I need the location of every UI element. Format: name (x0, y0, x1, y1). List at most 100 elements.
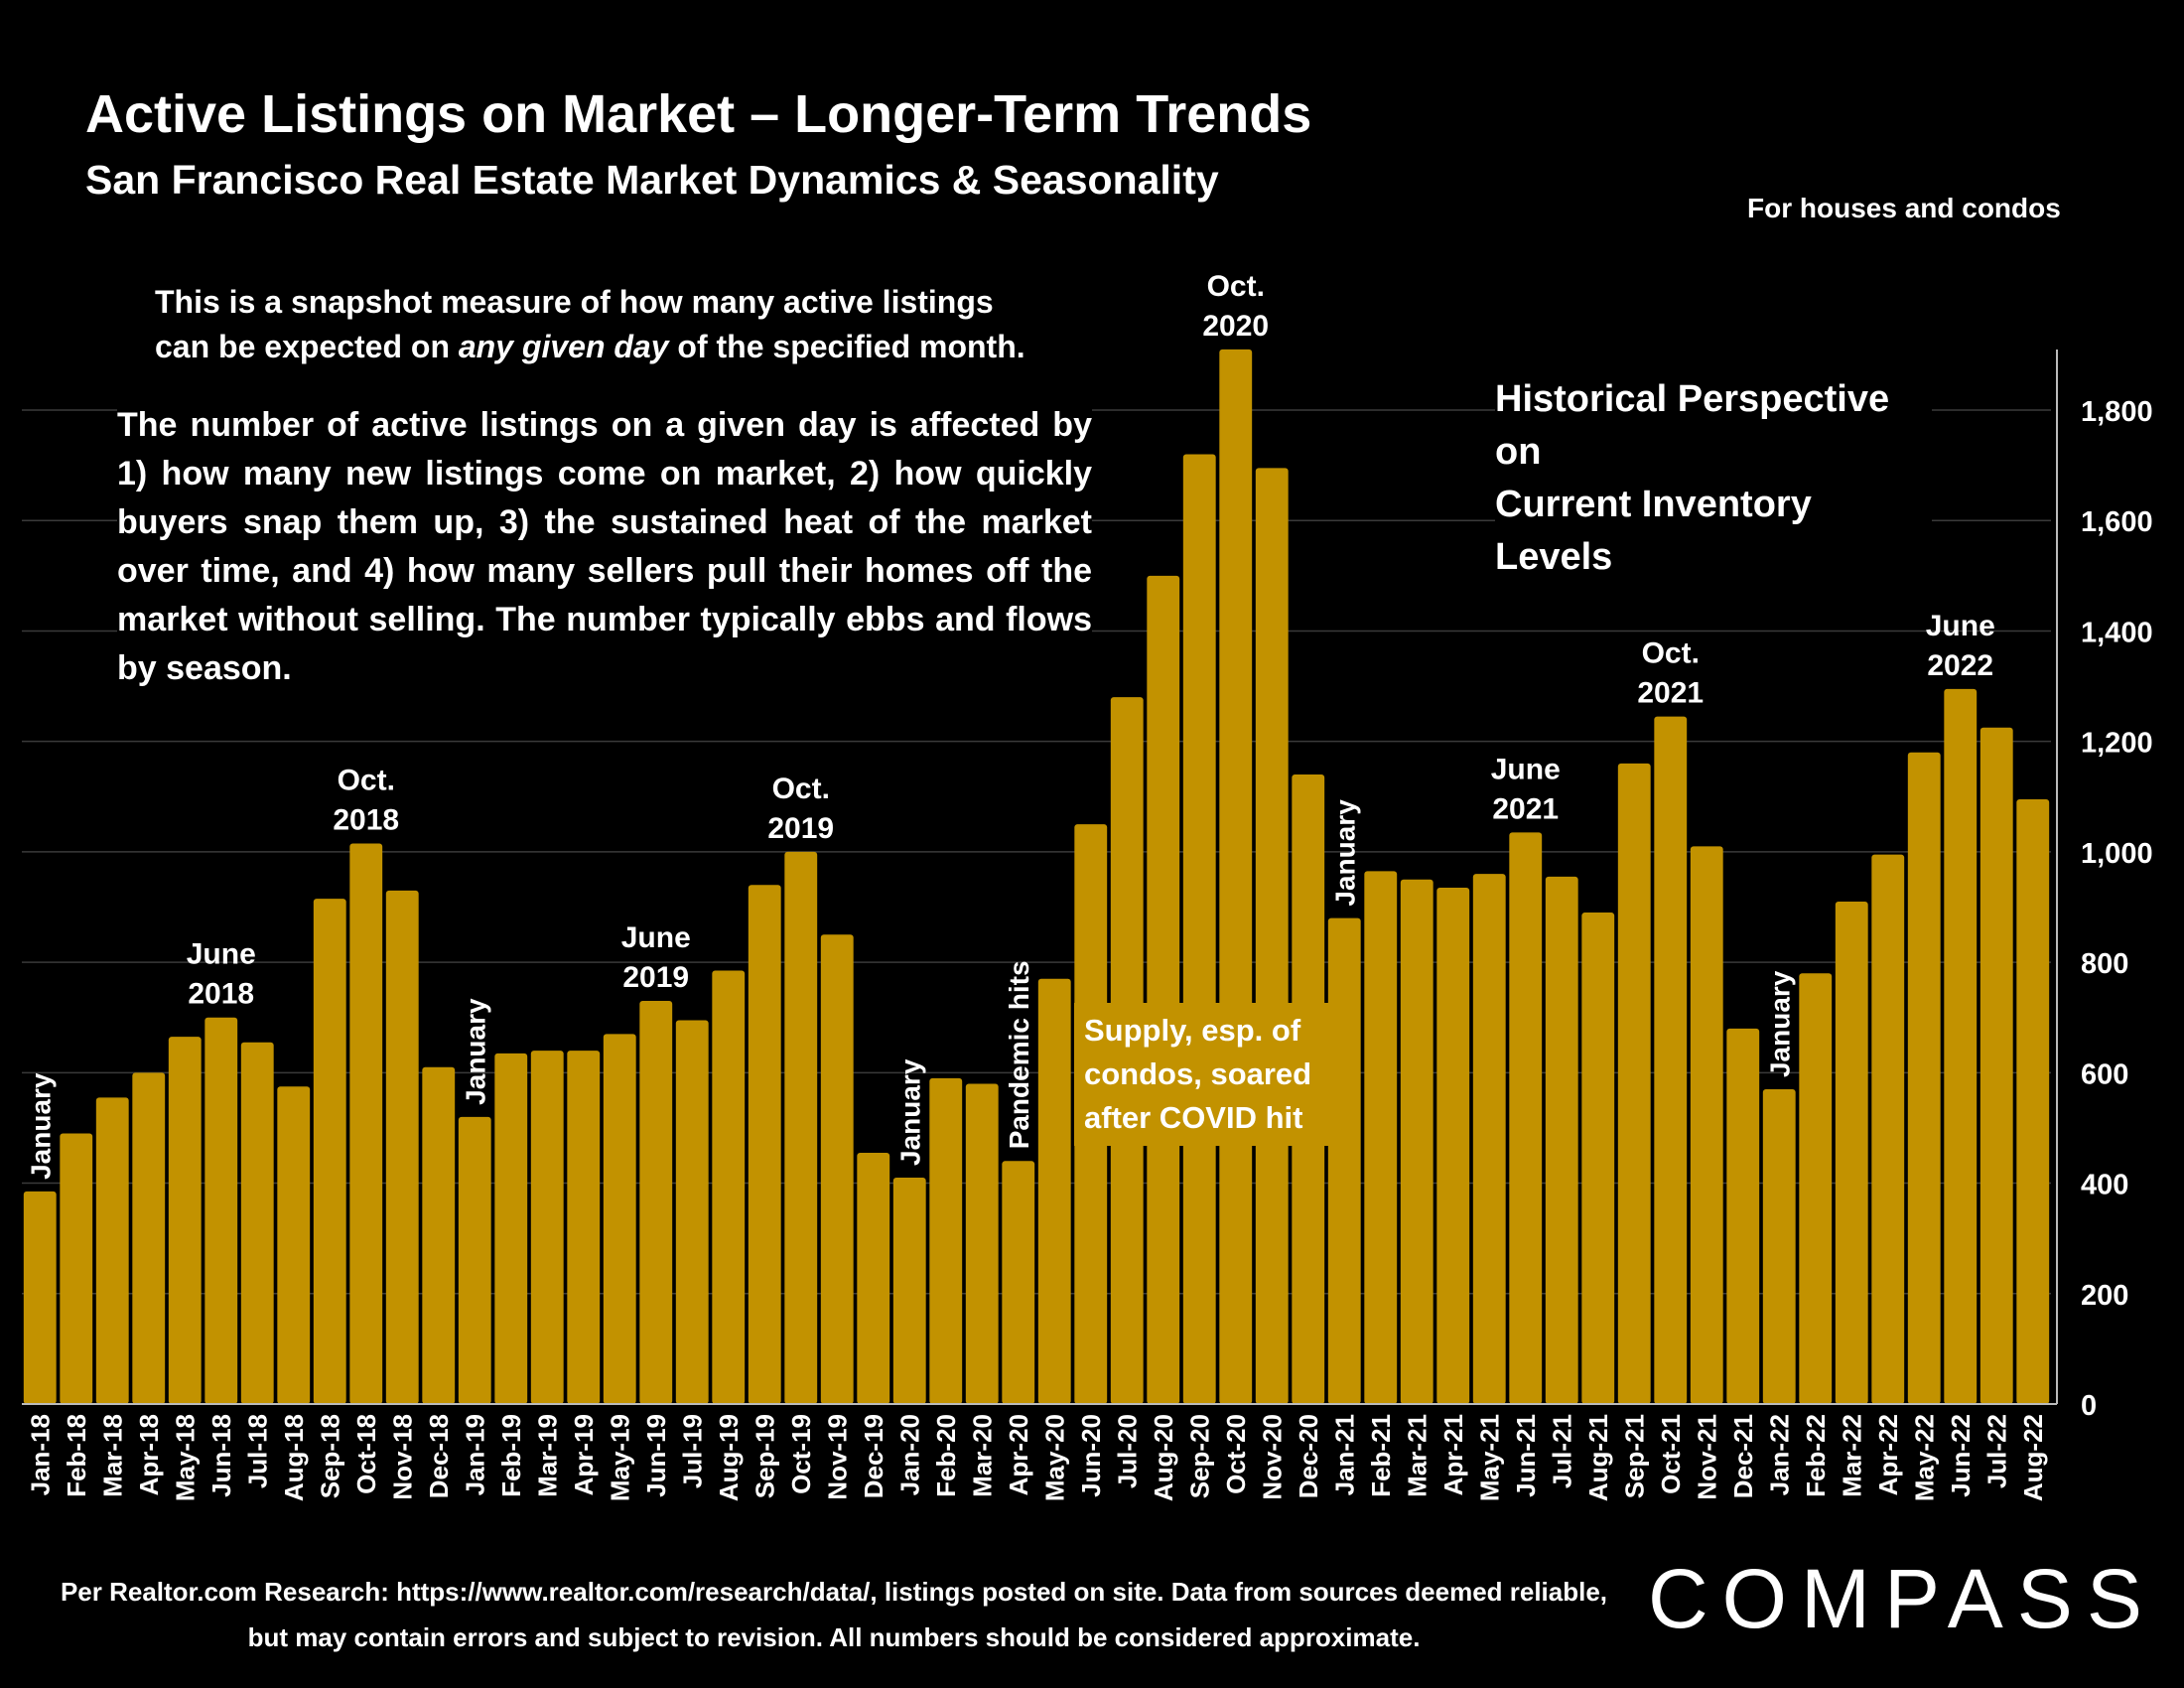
x-tick-label: Dec-20 (1294, 1414, 1323, 1498)
intro-text: This is a snapshot measure of how many a… (155, 280, 1108, 369)
chart-subtitle: San Francisco Real Estate Market Dynamic… (85, 157, 1219, 203)
annotation-label: Oct. (1642, 637, 1700, 670)
x-tick-label: Nov-21 (1692, 1414, 1721, 1500)
bar-Mar-20 (965, 1083, 999, 1404)
bar-Dec-18 (422, 1066, 456, 1404)
x-tick-label: Jun-22 (1946, 1414, 1976, 1497)
bar-Feb-20 (929, 1077, 963, 1404)
annotation-label: 2019 (622, 961, 689, 994)
bar-Sep-21 (1617, 763, 1651, 1404)
bar-Nov-20 (1255, 468, 1289, 1404)
annotation-label: 2021 (1492, 792, 1559, 825)
annotation-label: Pandemic hits (1004, 960, 1034, 1149)
x-tick-label: Jul-21 (1547, 1414, 1576, 1488)
annotation-label: June (187, 938, 256, 971)
bar-Apr-20 (1002, 1161, 1035, 1404)
x-tick-label: Mar-22 (1837, 1414, 1866, 1497)
y-tick-label: 1,000 (2081, 838, 2153, 870)
bar-Mar-19 (530, 1051, 564, 1404)
x-tick-label: Jun-19 (641, 1414, 671, 1497)
bar-Feb-18 (60, 1133, 93, 1404)
x-tick-label: Jul-20 (1112, 1414, 1142, 1488)
compass-logo: COMPASS (1648, 1552, 2156, 1645)
bar-Jan-21 (1327, 917, 1361, 1404)
x-tick-label: Jun-20 (1076, 1414, 1106, 1497)
annotation-label: January (460, 998, 490, 1105)
x-tick-label: May-20 (1039, 1414, 1069, 1501)
annotation-label: Oct. (338, 765, 395, 797)
bar-Jan-18 (23, 1191, 57, 1404)
x-tick-label: Feb-20 (931, 1414, 961, 1497)
bar-Aug-18 (277, 1086, 311, 1404)
y-tick-label: 1,600 (2081, 506, 2153, 538)
bar-Feb-21 (1364, 871, 1398, 1404)
bar-Jun-18 (205, 1017, 238, 1404)
x-tick-label: Feb-22 (1801, 1414, 1831, 1497)
x-tick-label: Oct-20 (1221, 1414, 1251, 1494)
bar-May-22 (1907, 752, 1941, 1404)
explanation-paragraph: The number of active listings on a given… (117, 401, 1092, 693)
bar-Jan-22 (1762, 1089, 1796, 1404)
intro-line-2-start: can be expected on (155, 329, 459, 364)
x-tick-label: Apr-19 (569, 1414, 599, 1495)
x-tick-label: Aug-19 (714, 1414, 744, 1501)
bar-Mar-18 (95, 1097, 129, 1404)
x-tick-label: Apr-21 (1438, 1414, 1468, 1495)
bar-Apr-19 (567, 1051, 601, 1404)
x-tick-label: Mar-21 (1402, 1414, 1432, 1497)
bar-Feb-22 (1799, 973, 1833, 1404)
x-tick-label: Mar-20 (967, 1414, 997, 1497)
bar-Sep-19 (748, 885, 781, 1404)
x-axis-tick-labels: Jan-18 Feb-18 Mar-18 Apr-18 May-18 Jun-18 Jul-… (25, 1414, 2048, 1501)
chart-title: Active Listings on Market – Longer-Term … (85, 84, 1312, 144)
y-tick-label: 600 (2081, 1058, 2128, 1090)
x-tick-label: Sep-18 (315, 1414, 344, 1498)
source-footnote: Per Realtor.com Research: https://www.re… (60, 1577, 1608, 1652)
x-tick-label: Jan-21 (1329, 1414, 1359, 1495)
bar-Apr-22 (1871, 854, 1905, 1404)
x-tick-label: Aug-22 (2018, 1414, 2048, 1501)
bar-Dec-21 (1726, 1028, 1760, 1404)
bar-Jul-22 (1979, 727, 2013, 1404)
perspective-line-2: Current Inventory Levels (1495, 484, 1812, 578)
x-tick-label: Nov-18 (387, 1414, 417, 1500)
x-tick-label: May-18 (170, 1414, 200, 1501)
x-tick-label: Jul-22 (1981, 1414, 2011, 1488)
x-tick-label: Jul-19 (677, 1414, 707, 1488)
x-tick-label: Dec-19 (859, 1414, 888, 1498)
x-tick-label: May-19 (605, 1414, 634, 1501)
bar-Oct-21 (1654, 716, 1688, 1404)
x-tick-label: Jun-18 (206, 1414, 236, 1497)
annotation-label: 2019 (767, 812, 834, 845)
y-tick-label: 0 (2081, 1390, 2097, 1422)
bar-Jun-22 (1944, 688, 1978, 1404)
y-axis-tick-labels: 0 200 400 600 800 1,000 1,200 1,400 1,600 1,800 (2081, 396, 2153, 1422)
annotation-label: June (1491, 753, 1561, 785)
bar-Jul-21 (1545, 876, 1578, 1404)
x-tick-label: Apr-18 (134, 1414, 164, 1495)
y-tick-label: 1,800 (2081, 396, 2153, 428)
x-tick-label: Nov-20 (1257, 1414, 1287, 1500)
perspective-line-1: Historical Perspective on (1495, 378, 1890, 473)
bar-Feb-19 (494, 1053, 528, 1404)
bar-Nov-19 (820, 934, 854, 1404)
x-tick-label: Jan-20 (894, 1414, 924, 1495)
x-tick-label: Jan-19 (460, 1414, 489, 1495)
annotation-label: 2018 (333, 804, 399, 837)
bar-annotations: January June 2018 Oct. 2018 January June 2019 Oc… (25, 270, 1995, 1180)
covid-callout: Supply, esp. of condos, soared after COV… (1074, 1003, 1352, 1146)
bar-May-20 (1037, 978, 1071, 1404)
bar-Jun-19 (639, 1001, 673, 1404)
bar-Mar-22 (1835, 901, 1868, 1404)
bar-Jul-18 (240, 1042, 274, 1404)
scope-note: For houses and condos (1747, 193, 2061, 223)
bar-Sep-18 (313, 899, 346, 1404)
x-tick-label: Jan-22 (1764, 1414, 1794, 1495)
annotation-label: 2022 (1927, 649, 1993, 682)
intro-line-1: This is a snapshot measure of how many a… (155, 284, 994, 320)
x-tick-label: Aug-18 (279, 1414, 309, 1501)
bar-Oct-19 (784, 851, 818, 1404)
annotation-label: January (1764, 970, 1795, 1077)
annotation-label: June (1926, 610, 1995, 642)
